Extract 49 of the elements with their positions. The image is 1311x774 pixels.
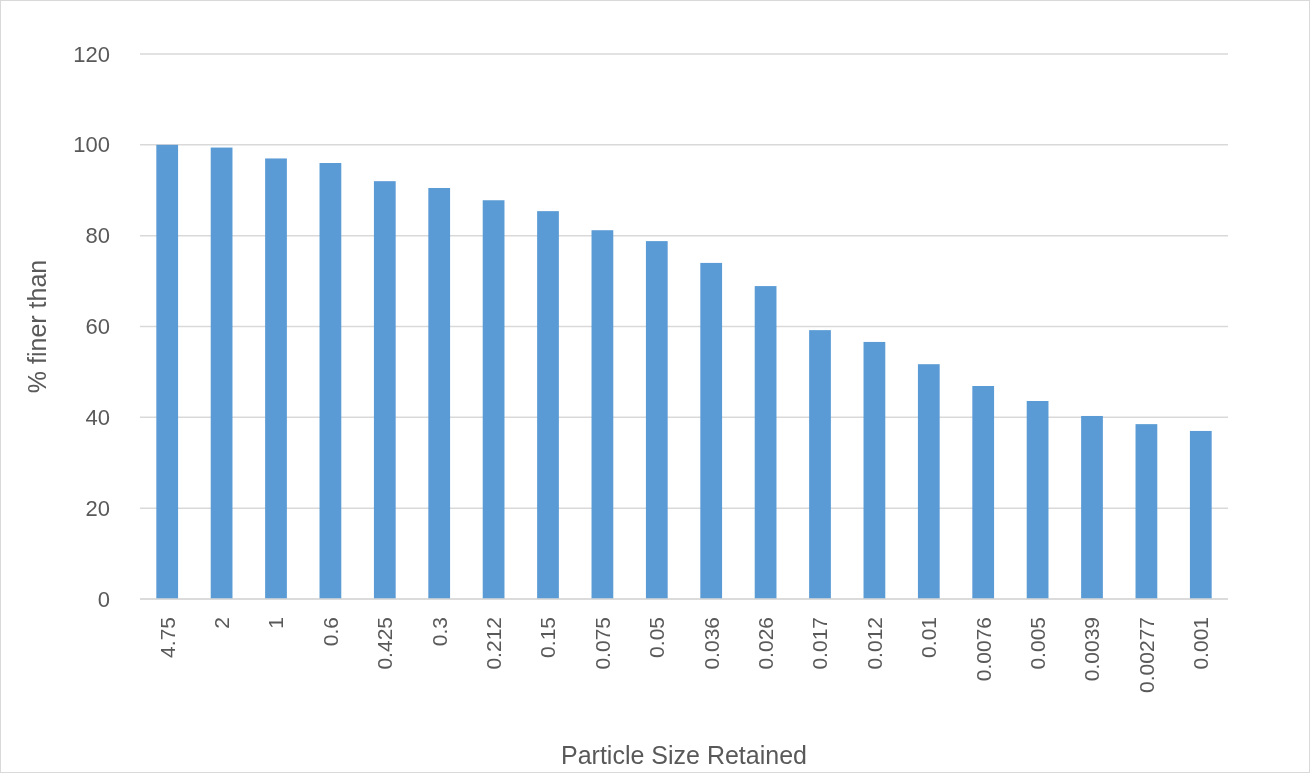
y-tick-label: 60 (85, 314, 110, 340)
y-tick-label: 40 (85, 404, 110, 430)
x-tick-label: 0.425 (373, 617, 397, 670)
bar (809, 330, 831, 599)
x-tick-label: 1 (264, 617, 288, 629)
bar (645, 241, 668, 599)
y-tick-label: 0 (97, 586, 110, 612)
bar (972, 386, 995, 599)
bar (1026, 400, 1049, 599)
y-tick-label: 80 (85, 223, 110, 249)
y-axis-title: % finer than (23, 259, 51, 394)
y-tick-label: 120 (73, 41, 110, 67)
bar (537, 211, 559, 599)
x-tick-label: 0.036 (699, 617, 723, 670)
bar (319, 163, 342, 599)
bar (1081, 415, 1103, 599)
y-tick-label: 100 (73, 132, 110, 158)
x-tick-label: 2 (209, 617, 233, 629)
y-tick-label: 20 (85, 495, 110, 521)
bar (754, 286, 777, 599)
x-tick-label: 0.15 (536, 617, 560, 658)
bar (482, 200, 505, 599)
x-tick-label: 0.017 (808, 617, 832, 670)
x-tick-label: 0.0076 (971, 617, 995, 682)
x-tick-label: 0.026 (753, 617, 777, 670)
x-tick-label: 0.012 (862, 617, 886, 670)
x-tick-label: 0.0039 (1080, 617, 1104, 682)
bar (428, 187, 451, 599)
bar (265, 158, 287, 599)
bar (156, 144, 179, 599)
bar (210, 147, 233, 599)
x-tick-label: 4.75 (155, 617, 179, 658)
x-tick-label: 0.3 (427, 617, 451, 647)
bar (917, 364, 940, 599)
bar (591, 230, 614, 599)
bar (700, 262, 723, 599)
x-tick-label: 0.6 (318, 617, 342, 647)
x-tick-label: 0.01 (917, 617, 941, 658)
x-tick-label: 0.00277 (1134, 617, 1158, 693)
x-tick-label: 0.075 (590, 617, 614, 670)
x-tick-label: 0.001 (1189, 617, 1213, 670)
bar (1135, 424, 1158, 599)
x-tick-label: 0.05 (645, 617, 669, 658)
bar (373, 181, 396, 599)
bar (1189, 430, 1212, 599)
bar (863, 341, 886, 599)
x-tick-label: 0.005 (1025, 617, 1049, 670)
x-axis-title: Particle Size Retained (561, 741, 807, 769)
x-tick-label: 0.212 (481, 617, 505, 670)
